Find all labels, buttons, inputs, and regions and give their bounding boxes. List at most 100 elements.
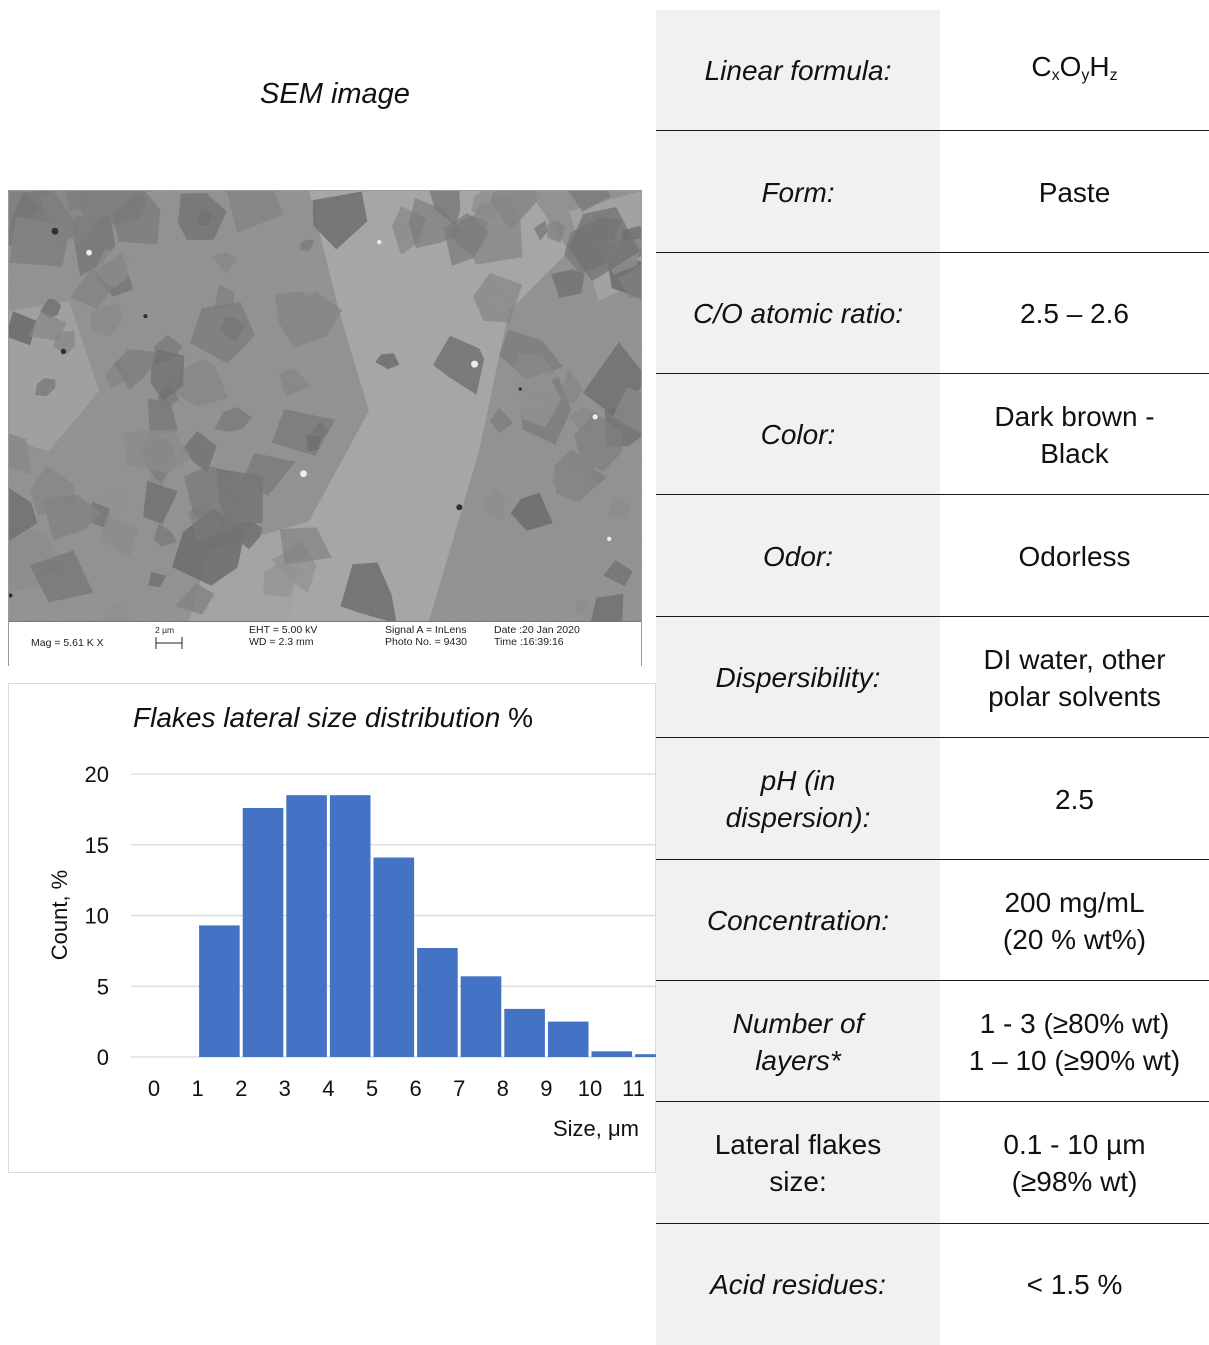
property-label-text: Form:	[761, 176, 835, 208]
property-row: Number of layers* 1 - 3 (≥80% wt) 1 – 10 …	[656, 981, 1209, 1102]
property-value: 0.1 - 10 µm (≥98% wt)	[940, 1102, 1209, 1224]
property-row: pH (in dispersion): 2.5	[656, 738, 1209, 860]
property-label-text: Color:	[760, 419, 836, 450]
sem-eht: EHT = 5.00 kV	[249, 624, 318, 636]
property-value: < 1.5 %	[940, 1224, 1209, 1345]
property-value: 2.5	[940, 738, 1209, 860]
x-tick-label: 1	[191, 1076, 203, 1101]
property-value: 1 - 3 (≥80% wt) 1 – 10 (≥90% wt)	[940, 981, 1209, 1102]
property-row: Dispersibility: DI water, other polar sol…	[656, 617, 1209, 738]
sem-date: Date :20 Jan 2020	[494, 624, 580, 636]
sem-scale-bar	[155, 637, 183, 649]
sem-caption: SEM image	[260, 78, 410, 110]
property-row: Lateral flakes size: 0.1 - 10 µm (≥98% wt…	[656, 1102, 1209, 1224]
property-label-text: Linear formula:	[704, 55, 892, 86]
x-tick-label: 6	[409, 1076, 421, 1101]
sem-info-bar: Mag = 5.61 K X 2 µm EHT = 5.00 kV WD = 2…	[9, 621, 641, 666]
histogram-bar	[199, 925, 240, 1057]
sem-scale-label: 2 µm	[155, 625, 175, 635]
histogram-bar	[242, 808, 284, 1057]
property-value-text: 2.5	[1055, 783, 1094, 815]
property-label-text: pH (in dispersion):	[725, 765, 871, 833]
x-tick-label: 9	[540, 1076, 552, 1101]
property-value-text: CxOyHz	[1031, 50, 1118, 84]
property-label: Form:	[656, 131, 940, 253]
property-value-text: < 1.5 %	[1026, 1269, 1123, 1300]
property-value: Odorless	[940, 495, 1209, 617]
chart-plot: 0 5 10 15 20 0 1 2 3 4 5 6 7 8 9 10 11 Size, μm Count, %	[47, 762, 657, 1141]
histogram-bar	[417, 948, 458, 1057]
property-value-text: DI water, other polar solvents	[983, 643, 1166, 712]
sem-signal: Signal A = InLens	[385, 624, 467, 636]
property-value-text: Dark brown - Black	[994, 400, 1155, 469]
x-tick-label: 4	[322, 1076, 334, 1101]
x-tick-label: 3	[279, 1076, 291, 1101]
property-value: Dark brown - Black	[940, 374, 1209, 495]
sem-time: Time :16:39:16	[494, 636, 564, 648]
property-label: Odor:	[656, 495, 940, 617]
property-row: Color: Dark brown - Black	[656, 374, 1209, 495]
property-value-text: Paste	[1038, 176, 1111, 208]
x-tick-label: 5	[366, 1076, 378, 1101]
x-tick-label: 0	[148, 1076, 160, 1101]
sem-mag: Mag = 5.61 K X	[31, 637, 104, 649]
property-value: 200 mg/mL (20 % wt%)	[940, 860, 1209, 981]
histogram-bar	[504, 1008, 545, 1057]
property-row: Odor: Odorless	[656, 495, 1209, 617]
property-label-text: Lateral flakes size:	[714, 1129, 882, 1197]
sem-image: Mag = 5.61 K X 2 µm EHT = 5.00 kV WD = 2…	[8, 190, 642, 666]
y-tick-label: 15	[85, 833, 109, 858]
y-tick-label: 0	[97, 1045, 109, 1070]
property-value-text: 0.1 - 10 µm (≥98% wt)	[1003, 1129, 1146, 1197]
histogram-bar	[329, 795, 371, 1057]
property-row: Concentration: 200 mg/mL (20 % wt%)	[656, 860, 1209, 981]
x-axis-title: Size, μm	[553, 1116, 639, 1141]
property-value: CxOyHz	[940, 10, 1209, 131]
property-value-text: 200 mg/mL (20 % wt%)	[1002, 886, 1147, 955]
property-row: Form: Paste	[656, 131, 1209, 253]
x-tick-label: 7	[453, 1076, 465, 1101]
x-tick-label: 2	[235, 1076, 247, 1101]
property-label: Dispersibility:	[656, 617, 940, 738]
property-value: 2.5 – 2.6	[940, 253, 1209, 374]
chart-title-suffix: %	[500, 702, 533, 733]
sem-micrograph	[9, 191, 641, 621]
x-tick-label: 10	[578, 1076, 602, 1101]
property-label: Number of layers*	[656, 981, 940, 1102]
property-row: Linear formula: CxOyHz	[656, 10, 1209, 131]
property-label-text: Dispersibility:	[715, 662, 881, 693]
y-axis-title: Count, %	[47, 870, 72, 961]
size-distribution-chart: Flakes lateral size distribution % 0 5 10 1…	[8, 683, 657, 1173]
property-value-text: 2.5 – 2.6	[1020, 298, 1129, 329]
x-tick-label: 11	[622, 1076, 645, 1101]
histogram-bar	[286, 795, 327, 1057]
sem-photo: Photo No. = 9430	[385, 636, 468, 648]
property-label-text: Number of layers*	[732, 1007, 864, 1076]
y-tick-label: 10	[85, 904, 109, 929]
property-value: Paste	[940, 131, 1209, 253]
property-label: Linear formula:	[656, 10, 940, 131]
property-value-text: Odorless	[1018, 540, 1131, 572]
histogram-bar	[460, 976, 502, 1057]
property-value: DI water, other polar solvents	[940, 617, 1209, 738]
property-label: C/O atomic ratio:	[656, 253, 940, 374]
chart-title: Flakes lateral size distribution %	[9, 702, 657, 734]
properties-table: Linear formula: CxOyHz Form: Paste C/O atomi…	[656, 10, 1209, 1345]
chart-title-main: Flakes lateral size distribution	[133, 702, 501, 733]
property-label: Concentration:	[656, 860, 940, 981]
histogram-bar	[373, 857, 415, 1057]
histogram-bar	[635, 1054, 657, 1057]
y-tick-label: 5	[97, 974, 109, 999]
property-row: C/O atomic ratio: 2.5 – 2.6	[656, 253, 1209, 374]
property-label-text: C/O atomic ratio:	[692, 298, 904, 329]
property-label: Lateral flakes size:	[656, 1102, 940, 1224]
property-value-text: 1 - 3 (≥80% wt) 1 – 10 (≥90% wt)	[968, 1007, 1181, 1076]
y-tick-label: 20	[85, 762, 109, 787]
sem-wd: WD = 2.3 mm	[249, 636, 314, 648]
x-tick-label: 8	[497, 1076, 509, 1101]
property-label: Acid residues:	[656, 1224, 940, 1345]
property-label-text: Concentration:	[706, 905, 890, 936]
property-label: Color:	[656, 374, 940, 495]
property-label-text: Odor:	[762, 540, 834, 572]
property-row: Acid residues: < 1.5 %	[656, 1224, 1209, 1345]
